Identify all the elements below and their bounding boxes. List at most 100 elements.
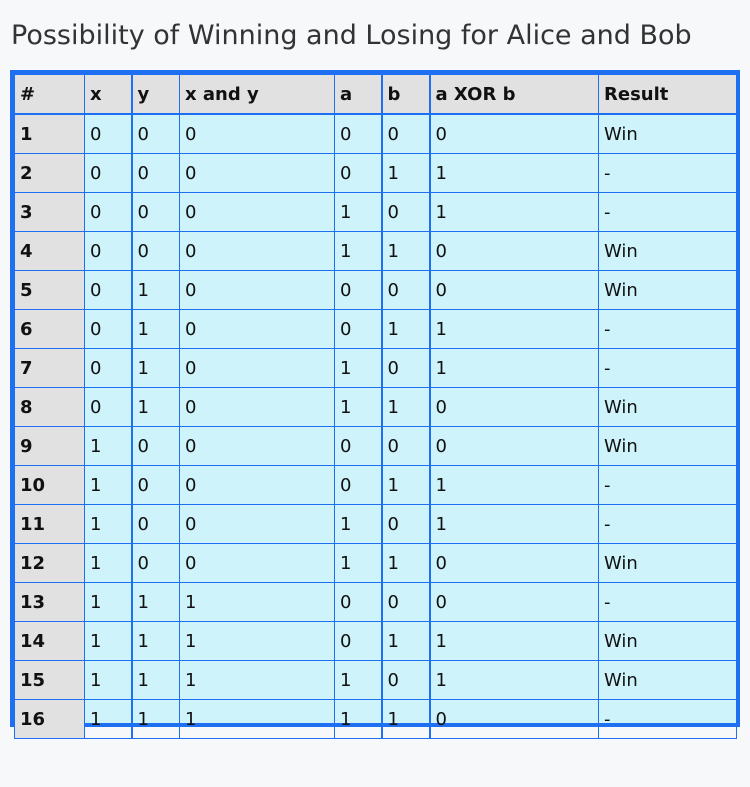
cell-x: 0 [84, 231, 132, 271]
table-body: 1 0 0 0 0 0 0 Win 2 0 0 0 0 1 1-3 0 0 0 1 0 1-4 0 0 0 1 1 0 Win 5 0 1 0… [14, 113, 737, 739]
cell-a: 0 [334, 621, 382, 661]
cell-a-xor-b: 0 [428, 582, 599, 622]
cell-a: 1 [334, 192, 382, 232]
cell-a: 0 [334, 309, 382, 349]
cell-x: 0 [84, 113, 132, 154]
cell-index: 11 [14, 504, 85, 544]
cell-result: Win [598, 113, 737, 154]
cell-index: 6 [14, 309, 85, 349]
cell-y: 1 [130, 660, 180, 700]
cell-y: 1 [130, 309, 180, 349]
cell-result: Win [598, 621, 737, 661]
cell-a-xor-b: 1 [428, 309, 599, 349]
cell-y: 0 [130, 113, 180, 154]
cell-result: - [598, 192, 737, 232]
cell-b: 1 [380, 465, 430, 505]
cell-y: 0 [130, 543, 180, 583]
cell-result: - [598, 153, 737, 193]
table-row: 8 0 1 0 1 1 0 Win [14, 387, 737, 427]
header-x-and-y: x and y [179, 74, 335, 115]
page-title: Possibility of Winning and Losing for Al… [11, 20, 692, 51]
cell-b: 1 [380, 309, 430, 349]
header-a: a [334, 74, 382, 115]
header-a-xor-b: a XOR b [428, 74, 599, 115]
cell-y: 1 [130, 348, 180, 388]
cell-a: 1 [334, 504, 382, 544]
cell-result: - [598, 699, 737, 739]
cell-y: 1 [130, 387, 180, 427]
cell-index: 7 [14, 348, 85, 388]
cell-x-and-y: 0 [179, 153, 335, 193]
header-index: # [14, 74, 85, 115]
cell-x: 1 [84, 504, 132, 544]
cell-b: 1 [380, 231, 430, 271]
cell-a-xor-b: 1 [428, 660, 599, 700]
cell-a-xor-b: 0 [428, 387, 599, 427]
table-row: 13 1 1 1 0 0 0- [14, 582, 737, 622]
cell-a: 0 [334, 153, 382, 193]
cell-x: 0 [84, 270, 132, 310]
table-row: 9 1 0 0 0 0 0 Win [14, 426, 737, 466]
header-result: Result [598, 74, 737, 115]
cell-index: 13 [14, 582, 85, 622]
cell-x-and-y: 0 [179, 309, 335, 349]
cell-y: 0 [130, 192, 180, 232]
cell-index: 12 [14, 543, 85, 583]
cell-a-xor-b: 0 [428, 270, 599, 310]
cell-x: 0 [84, 153, 132, 193]
cell-y: 1 [130, 582, 180, 622]
cell-result: Win [598, 270, 737, 310]
cell-a: 1 [334, 660, 382, 700]
cell-x: 1 [84, 699, 132, 739]
cell-x-and-y: 0 [179, 270, 335, 310]
cell-x: 0 [84, 387, 132, 427]
cell-result: - [598, 504, 737, 544]
cell-index: 1 [14, 113, 85, 154]
cell-index: 2 [14, 153, 85, 193]
cell-a: 1 [334, 348, 382, 388]
table-row: 5 0 1 0 0 0 0 Win [14, 270, 737, 310]
cell-b: 1 [380, 387, 430, 427]
header-x: x [84, 74, 132, 115]
header-b: b [380, 74, 430, 115]
cell-index: 8 [14, 387, 85, 427]
cell-x: 0 [84, 192, 132, 232]
cell-x: 1 [84, 621, 132, 661]
cell-x-and-y: 1 [179, 621, 335, 661]
cell-a: 0 [334, 465, 382, 505]
cell-b: 0 [380, 192, 430, 232]
cell-b: 0 [380, 348, 430, 388]
cell-x: 1 [84, 660, 132, 700]
cell-b: 0 [380, 270, 430, 310]
cell-a-xor-b: 1 [428, 621, 599, 661]
cell-result: - [598, 582, 737, 622]
cell-x: 0 [84, 309, 132, 349]
cell-a: 1 [334, 543, 382, 583]
table-row: 12 1 0 0 1 1 0 Win [14, 543, 737, 583]
table-row: 11 1 0 0 1 0 1- [14, 504, 737, 544]
cell-a: 0 [334, 426, 382, 466]
cell-x-and-y: 0 [179, 426, 335, 466]
cell-y: 1 [130, 621, 180, 661]
cell-result: Win [598, 387, 737, 427]
cell-index: 10 [14, 465, 85, 505]
cell-x-and-y: 0 [179, 113, 335, 154]
table-row: 1 0 0 0 0 0 0 Win [14, 113, 737, 154]
cell-a: 1 [334, 699, 382, 739]
cell-b: 1 [380, 621, 430, 661]
cell-a-xor-b: 0 [428, 699, 599, 739]
cell-y: 0 [130, 153, 180, 193]
cell-a: 1 [334, 387, 382, 427]
cell-result: - [598, 348, 737, 388]
cell-x-and-y: 1 [179, 660, 335, 700]
cell-index: 16 [14, 699, 85, 739]
cell-a: 1 [334, 231, 382, 271]
cell-a-xor-b: 0 [428, 543, 599, 583]
table-row: 4 0 0 0 1 1 0 Win [14, 231, 737, 271]
cell-result: - [598, 465, 737, 505]
cell-a-xor-b: 0 [428, 113, 599, 154]
